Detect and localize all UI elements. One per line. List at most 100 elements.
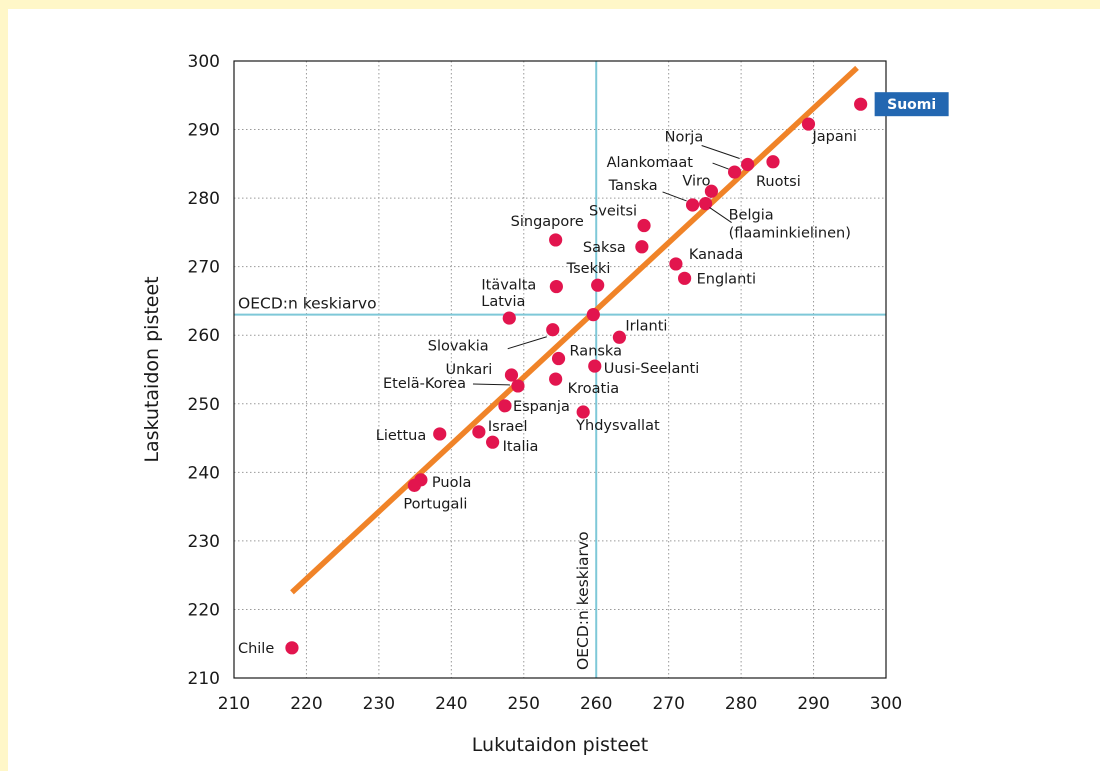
point-label-ranska: Ranska [570,344,622,360]
point-label-itävalta: Itävalta [481,278,536,294]
point-label-uusi-seelanti: Uusi-Seelanti [604,361,699,377]
reference-lines: OECD:n keskiarvo OECD:n keskiarvo [234,61,886,678]
point-viro [704,184,719,198]
x-tick-label-210: 210 [218,694,250,714]
point-latvia [502,311,516,325]
x-tick-label-290: 290 [797,694,829,714]
point-yhdysvallat [576,405,590,419]
point-liettua [433,427,447,441]
point-slovakia [546,323,560,337]
point-japani [801,117,816,131]
x-tick-label-260: 260 [580,694,612,714]
oecd-average-label-x: OECD:n keskiarvo [574,531,592,670]
point-suomi [854,97,868,111]
point-saksa [635,240,649,254]
x-tick-label-220: 220 [290,694,322,714]
plot-border [233,60,887,679]
y-tick-label-290: 290 [188,121,220,141]
x-tick-label-240: 240 [435,694,467,714]
trend-line-group [290,65,859,595]
point-tsekki [591,278,605,292]
point-uusi-seelanti [588,359,602,373]
point-israel [472,425,486,439]
point-label-tsekki: Tsekki [566,261,611,277]
point-label-alankomaat: Alankomaat [607,155,694,171]
leader-line-belgia-flaaminkielinen [709,207,732,224]
grid-lines [234,61,886,678]
point-label-singapore: Singapore [511,214,584,230]
point-label-espanja: Espanja [513,399,570,415]
point-label-liettua: Liettua [376,428,426,444]
x-tick-label-250: 250 [508,694,540,714]
y-tick-label-230: 230 [188,532,220,552]
x-tick-label-300: 300 [870,694,902,714]
point-kanada [669,257,683,271]
chart-card: OECD:n keskiarvo OECD:n keskiarvo 210 220 2… [8,9,1100,771]
point-label-viro: Viro [682,173,710,189]
point-ranska [551,351,566,366]
y-tick-label-210: 210 [188,669,220,689]
highlight-box-suomi [874,92,949,117]
point-alankomaat [727,165,742,179]
point-labels: Suomi Japani Norja Alankomaat Ruotsi Viro Tans… [238,92,949,657]
leader-line-etelä-korea [472,383,510,386]
point-label-norja: Norja [665,130,704,146]
leader-line-tanska [662,191,687,202]
point-singapore [549,233,563,247]
x-tick-label-280: 280 [725,694,757,714]
point-label-italia: Italia [503,439,539,455]
leader-line-slovakia [507,336,547,350]
point-label-kanada: Kanada [689,247,743,263]
point-norja [741,157,755,172]
point-italia [486,435,500,449]
leader-line-alankomaat [712,162,729,170]
point-label-tanska: Tanska [608,178,658,194]
point-label-unkari: Unkari [445,362,492,378]
x-tick-label-270: 270 [652,694,684,714]
point-kroatia [549,372,563,386]
point-label-latvia: Latvia [481,294,525,310]
point-oecd-n-keskiarvo [586,308,600,322]
x-tick-label-230: 230 [363,694,395,714]
point-sveitsi [637,218,651,233]
x-axis-title: Lukutaidon pisteet [472,734,648,756]
point-label-kroatia: Kroatia [568,381,620,397]
y-tick-label-220: 220 [188,600,220,620]
point-espanja [498,399,512,413]
point-ruotsi [766,155,780,169]
point-etelä-korea [511,379,525,393]
y-tick-label-280: 280 [188,189,220,209]
point-label-sveitsi: Sveitsi [589,204,637,220]
trend-line [290,65,859,595]
point-label-suomi: Suomi [887,97,936,113]
data-points [285,97,868,655]
point-label-slovakia: Slovakia [428,339,489,355]
y-tick-label-240: 240 [188,463,220,483]
point-label-ruotsi: Ruotsi [756,174,801,190]
point-englanti [678,271,692,285]
plot-frame [233,60,887,679]
point-label-belgia-flaaminkielinen: Belgia (flaaminkielinen) [729,208,851,242]
point-tanska [685,198,700,212]
point-belgia-flaaminkielinen [699,196,713,211]
point-label-yhdysvallat: Yhdysvallat [575,418,660,434]
point-irlanti [612,330,627,344]
point-label-japani: Japani [811,129,856,145]
point-chile [285,641,299,655]
leader-line-norja [701,145,740,159]
y-tick-label-270: 270 [188,258,220,278]
tick-labels: 210 220 230 240 250 260 270 280 290 300 210 220 230 2… [188,52,903,714]
y-tick-label-260: 260 [188,326,220,346]
y-axis-title: Laskutaidon pisteet [141,276,163,462]
point-portugali [407,478,421,492]
y-tick-label-250: 250 [188,395,220,415]
y-tick-label-300: 300 [188,52,220,72]
oecd-average-label-y: OECD:n keskiarvo [238,295,377,313]
point-label-israel: Israel [488,419,528,435]
point-label-portugali: Portugali [403,496,467,512]
point-itävalta [549,279,563,294]
point-label-chile: Chile [238,641,274,657]
point-label-englanti: Englanti [697,271,756,287]
point-label-saksa: Saksa [583,240,626,256]
